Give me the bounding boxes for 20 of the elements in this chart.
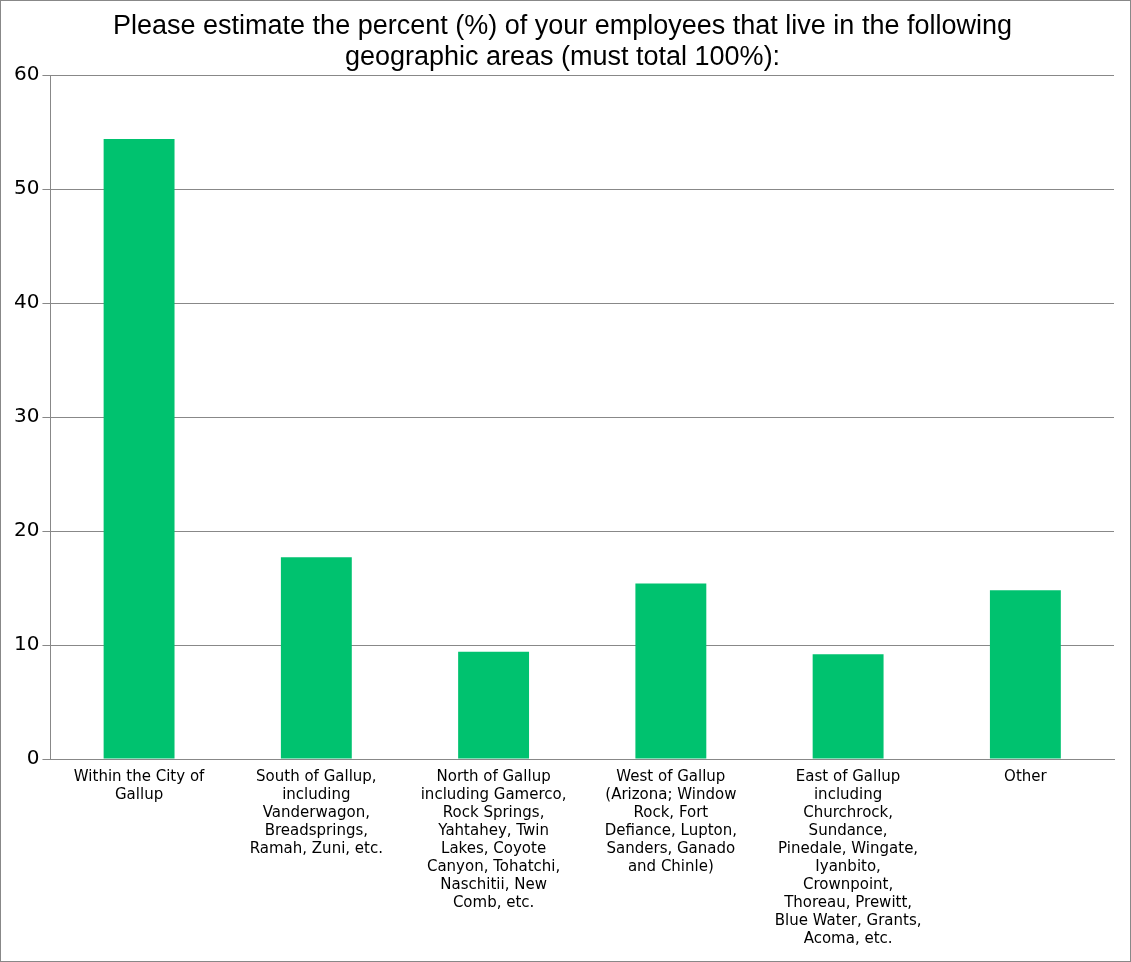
y-tick-label: 0 — [26, 745, 40, 770]
bar — [103, 138, 175, 759]
bar — [989, 590, 1061, 759]
bar — [280, 557, 352, 759]
x-tick-label: Other — [1004, 766, 1048, 785]
bar — [458, 651, 530, 759]
chart-title: Please estimate the percent (%) of your employees that live in the following geographic areas (must total 100%): — [113, 9, 1012, 72]
y-tick-label: 40 — [14, 289, 40, 314]
y-tick-label: 50 — [14, 175, 40, 200]
bar — [812, 654, 884, 759]
x-tick-label: North of Gallup including Gamerco, Rock Springs, Yahtahey, Twin Lakes, Coyote Canyon, Tohatchi, Naschitii, New Comb, etc. — [420, 766, 567, 911]
y-tick-label: 10 — [14, 631, 40, 656]
x-tick-label: South of Gallup, including Vanderwagon, Breadsprings, Ramah, Zuni, etc. — [249, 766, 383, 857]
bar — [635, 583, 707, 759]
x-tick-label: Within the City of Gallup — [73, 766, 206, 803]
y-tick-label: 20 — [14, 517, 40, 542]
y-tick-label: 60 — [14, 61, 40, 86]
x-tick-label: West of Gallup (Arizona; Window Rock, Fort Defiance, Lupton, Sanders, Ganado and Chinle) — [604, 766, 738, 875]
y-tick-label: 30 — [14, 403, 40, 428]
category-label: East of Gallup including Churchrock, Sundance, Pinedale, Wingate, Iyanbito, Crownpoint, Thoreau, Prewitt, Blue Water, Grants, Acoma, etc. — [774, 766, 922, 947]
